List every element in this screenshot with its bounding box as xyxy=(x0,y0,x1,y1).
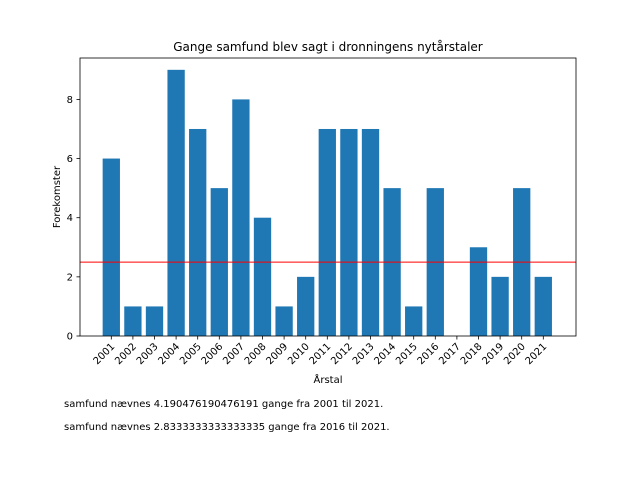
bar-2007 xyxy=(232,99,250,336)
x-tick-label: 2009 xyxy=(264,341,290,367)
x-tick-label: 2019 xyxy=(480,341,506,367)
chart-title: Gange samfund blev sagt i dronningens ny… xyxy=(173,40,483,54)
bar-chart: Gange samfund blev sagt i dronningens ny… xyxy=(52,40,577,386)
bar-2015 xyxy=(405,306,423,336)
x-tick-label: 2004 xyxy=(156,341,182,367)
y-axis: 0 2 4 6 8 xyxy=(67,95,80,343)
x-tick-label: 2016 xyxy=(416,341,442,367)
x-tick-label: 2002 xyxy=(113,341,139,367)
bar-2012 xyxy=(340,128,358,336)
bar-2001 xyxy=(102,158,120,336)
x-tick-label: 2007 xyxy=(221,341,247,367)
x-tick-label: 2011 xyxy=(308,341,334,367)
y-tick-label: 4 xyxy=(67,213,73,224)
bar-2021 xyxy=(534,276,552,336)
x-tick-label: 2001 xyxy=(92,341,118,367)
x-tick-label: 2013 xyxy=(351,341,377,367)
y-tick-label: 8 xyxy=(67,95,73,106)
bar-2008 xyxy=(253,217,272,336)
x-tick-label: 2012 xyxy=(329,341,355,367)
bar-2003 xyxy=(145,306,164,336)
bars-group xyxy=(102,69,552,337)
y-axis-label: Forekomster xyxy=(52,165,63,228)
x-tick-label: 2010 xyxy=(286,341,312,367)
bar-2005 xyxy=(189,128,207,336)
x-tick-label: 2020 xyxy=(502,341,528,367)
y-tick-label: 0 xyxy=(67,332,73,343)
bar-2018 xyxy=(469,247,488,336)
y-tick-label: 2 xyxy=(67,272,73,283)
summary-note-1: samfund nævnes 4.190476190476191 gange f… xyxy=(64,399,384,410)
x-tick-label: 2003 xyxy=(135,341,161,367)
x-tick-label: 2006 xyxy=(200,341,226,367)
x-tick-label: 2018 xyxy=(459,341,485,367)
plot-frame xyxy=(79,57,577,337)
summary-note-2: samfund nævnes 2.8333333333333335 gange … xyxy=(64,422,390,433)
x-axis: 2001200220032004200520062007200820092010… xyxy=(92,336,550,367)
bar-2013 xyxy=(361,128,380,336)
bar-2019 xyxy=(491,276,509,336)
x-tick-label: 2021 xyxy=(524,341,550,367)
x-tick-label: 2014 xyxy=(372,341,398,367)
bar-2011 xyxy=(318,128,336,336)
bar-2009 xyxy=(275,306,293,336)
x-tick-label: 2005 xyxy=(178,341,204,367)
bar-2002 xyxy=(124,306,142,336)
x-axis-label: Årstal xyxy=(314,373,343,386)
bar-2010 xyxy=(297,276,315,336)
y-tick-label: 6 xyxy=(67,154,73,165)
x-tick-label: 2015 xyxy=(394,341,420,367)
x-tick-label: 2008 xyxy=(243,341,269,367)
bar-2004 xyxy=(167,69,185,337)
x-tick-label: 2017 xyxy=(437,341,463,367)
